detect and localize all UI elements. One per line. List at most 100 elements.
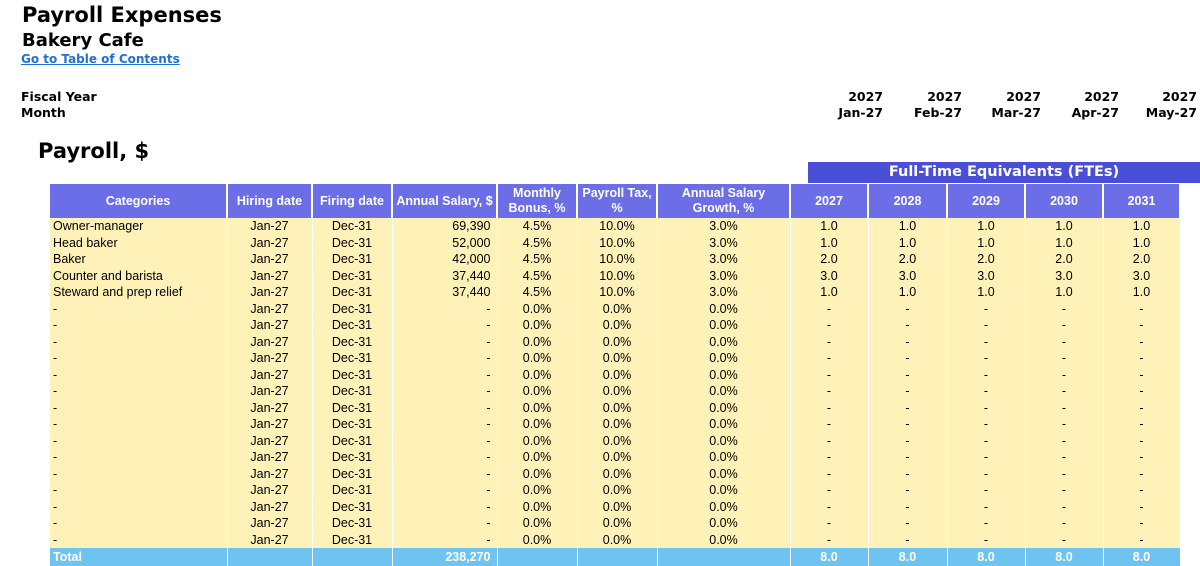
category-cell[interactable]: - (50, 399, 228, 416)
fte-cell[interactable]: - (947, 366, 1026, 383)
category-cell[interactable]: - (50, 449, 228, 466)
category-cell[interactable]: - (50, 432, 228, 449)
payroll-tax-cell[interactable]: 0.0% (577, 432, 658, 449)
monthly-bonus-cell[interactable]: 0.0% (497, 498, 578, 515)
fte-cell[interactable]: - (868, 465, 948, 482)
monthly-bonus-cell[interactable]: 0.0% (497, 333, 578, 350)
annual-salary-cell[interactable]: 37,440 (392, 267, 498, 284)
monthly-bonus-cell[interactable]: 4.5% (497, 284, 578, 301)
category-cell[interactable]: - (50, 515, 228, 532)
salary-growth-cell[interactable]: 0.0% (657, 449, 791, 466)
monthly-bonus-cell[interactable]: 4.5% (497, 251, 578, 268)
fte-cell[interactable]: - (1103, 498, 1181, 515)
fte-cell[interactable]: - (947, 399, 1026, 416)
monthly-bonus-cell[interactable]: 0.0% (497, 366, 578, 383)
firing-date-cell[interactable]: Dec-31 (312, 317, 393, 334)
hiring-date-cell[interactable]: Jan-27 (227, 416, 313, 433)
category-cell[interactable]: Counter and barista (50, 267, 228, 284)
payroll-tax-cell[interactable]: 10.0% (577, 284, 658, 301)
salary-growth-cell[interactable]: 0.0% (657, 465, 791, 482)
salary-growth-cell[interactable]: 0.0% (657, 300, 791, 317)
fte-cell[interactable]: - (1025, 333, 1104, 350)
category-cell[interactable]: - (50, 498, 228, 515)
fte-cell[interactable]: 1.0 (1103, 218, 1181, 235)
fte-cell[interactable]: - (1025, 498, 1104, 515)
annual-salary-cell[interactable]: 42,000 (392, 251, 498, 268)
fte-cell[interactable]: - (947, 482, 1026, 499)
fte-cell[interactable]: 2.0 (1025, 251, 1104, 268)
annual-salary-cell[interactable]: - (392, 449, 498, 466)
payroll-tax-cell[interactable]: 0.0% (577, 383, 658, 400)
monthly-bonus-cell[interactable]: 0.0% (497, 432, 578, 449)
payroll-tax-cell[interactable]: 0.0% (577, 350, 658, 367)
hiring-date-cell[interactable]: Jan-27 (227, 399, 313, 416)
fte-cell[interactable]: - (1025, 366, 1104, 383)
fte-cell[interactable]: - (1103, 482, 1181, 499)
hiring-date-cell[interactable]: Jan-27 (227, 366, 313, 383)
monthly-bonus-cell[interactable]: 0.0% (497, 515, 578, 532)
annual-salary-cell[interactable]: - (392, 416, 498, 433)
payroll-tax-cell[interactable]: 0.0% (577, 399, 658, 416)
salary-growth-cell[interactable]: 0.0% (657, 350, 791, 367)
category-cell[interactable]: Baker (50, 251, 228, 268)
fte-cell[interactable]: - (947, 416, 1026, 433)
firing-date-cell[interactable]: Dec-31 (312, 251, 393, 268)
category-cell[interactable]: - (50, 333, 228, 350)
fte-cell[interactable]: - (1025, 350, 1104, 367)
fte-cell[interactable]: - (947, 449, 1026, 466)
fte-cell[interactable]: - (868, 498, 948, 515)
monthly-bonus-cell[interactable]: 0.0% (497, 416, 578, 433)
hiring-date-cell[interactable]: Jan-27 (227, 251, 313, 268)
monthly-bonus-cell[interactable]: 0.0% (497, 449, 578, 466)
monthly-bonus-cell[interactable]: 0.0% (497, 399, 578, 416)
fte-cell[interactable]: 1.0 (1025, 218, 1104, 235)
firing-date-cell[interactable]: Dec-31 (312, 482, 393, 499)
firing-date-cell[interactable]: Dec-31 (312, 498, 393, 515)
fte-cell[interactable]: - (868, 432, 948, 449)
firing-date-cell[interactable]: Dec-31 (312, 267, 393, 284)
payroll-tax-cell[interactable]: 0.0% (577, 416, 658, 433)
fte-cell[interactable]: - (790, 498, 869, 515)
fte-cell[interactable]: - (947, 465, 1026, 482)
salary-growth-cell[interactable]: 0.0% (657, 498, 791, 515)
payroll-tax-cell[interactable]: 0.0% (577, 482, 658, 499)
firing-date-cell[interactable]: Dec-31 (312, 218, 393, 235)
firing-date-cell[interactable]: Dec-31 (312, 399, 393, 416)
annual-salary-cell[interactable]: - (392, 399, 498, 416)
annual-salary-cell[interactable]: - (392, 366, 498, 383)
fte-cell[interactable]: - (868, 416, 948, 433)
fte-cell[interactable]: - (1025, 432, 1104, 449)
annual-salary-cell[interactable]: 52,000 (392, 234, 498, 251)
monthly-bonus-cell[interactable]: 4.5% (497, 234, 578, 251)
category-cell[interactable]: Owner-manager (50, 218, 228, 235)
salary-growth-cell[interactable]: 3.0% (657, 234, 791, 251)
fte-cell[interactable]: - (868, 515, 948, 532)
fte-cell[interactable]: 2.0 (868, 251, 948, 268)
hiring-date-cell[interactable]: Jan-27 (227, 465, 313, 482)
payroll-tax-cell[interactable]: 10.0% (577, 251, 658, 268)
salary-growth-cell[interactable]: 0.0% (657, 515, 791, 532)
category-cell[interactable]: - (50, 300, 228, 317)
firing-date-cell[interactable]: Dec-31 (312, 383, 393, 400)
firing-date-cell[interactable]: Dec-31 (312, 416, 393, 433)
fte-cell[interactable]: 1.0 (790, 234, 869, 251)
fte-cell[interactable]: - (1103, 300, 1181, 317)
fte-cell[interactable]: - (790, 333, 869, 350)
annual-salary-cell[interactable]: - (392, 482, 498, 499)
annual-salary-cell[interactable]: - (392, 515, 498, 532)
annual-salary-cell[interactable]: 37,440 (392, 284, 498, 301)
hiring-date-cell[interactable]: Jan-27 (227, 333, 313, 350)
fte-cell[interactable]: - (1103, 416, 1181, 433)
category-cell[interactable]: - (50, 531, 228, 548)
category-cell[interactable]: - (50, 317, 228, 334)
fte-cell[interactable]: - (1103, 515, 1181, 532)
payroll-tax-cell[interactable]: 10.0% (577, 267, 658, 284)
fte-cell[interactable]: - (1103, 333, 1181, 350)
monthly-bonus-cell[interactable]: 0.0% (497, 482, 578, 499)
fte-cell[interactable]: - (790, 366, 869, 383)
fte-cell[interactable]: - (1025, 531, 1104, 548)
firing-date-cell[interactable]: Dec-31 (312, 449, 393, 466)
fte-cell[interactable]: 1.0 (947, 284, 1026, 301)
fte-cell[interactable]: - (947, 383, 1026, 400)
category-cell[interactable]: - (50, 383, 228, 400)
